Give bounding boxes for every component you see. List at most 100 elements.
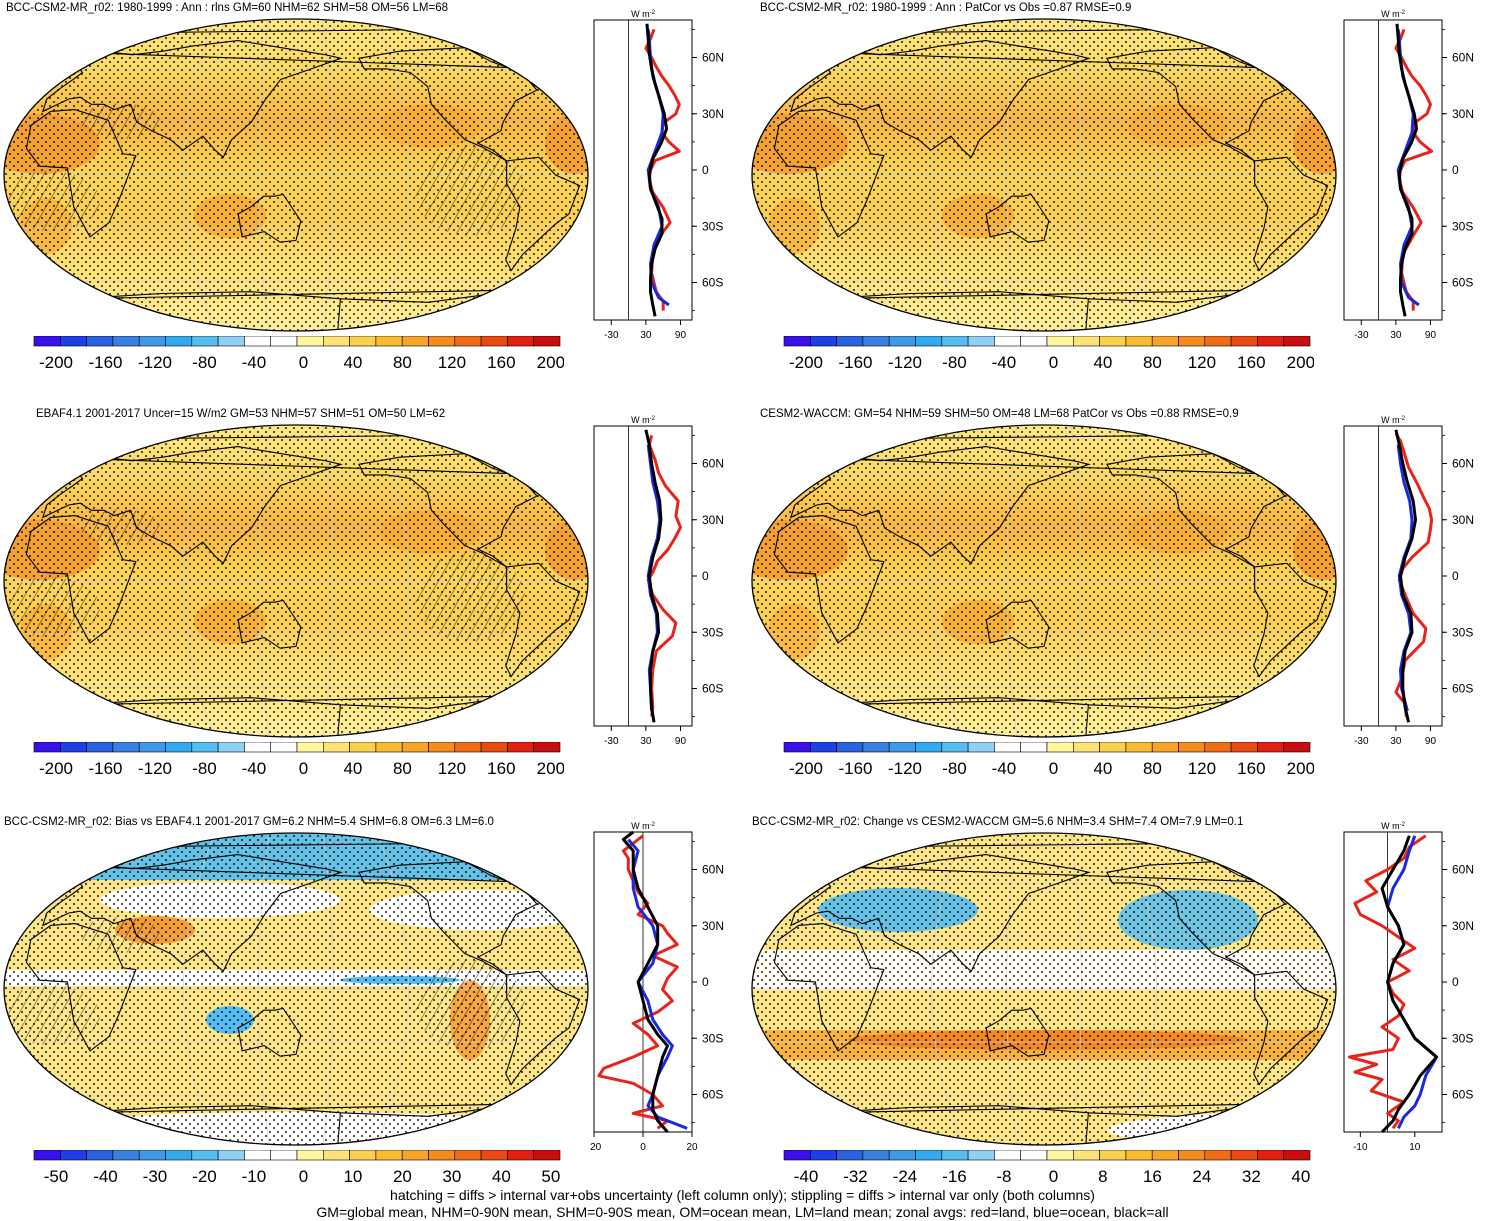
zonal-lat-label: 0 (702, 569, 709, 583)
colorbar-tick-label: 40 (1093, 353, 1112, 372)
zonal-x-tick-label: 90 (675, 330, 687, 341)
colorbar-tick-label: 8 (1098, 1167, 1107, 1186)
colorbar-tick-label: -120 (138, 759, 172, 778)
map (751, 832, 1337, 1146)
colorbar-tick-label: -40 (992, 353, 1017, 372)
colorbar-tick-label: -80 (942, 353, 967, 372)
zonal-lat-label: 30N (1452, 107, 1474, 121)
colorbar: -50 -40 -30 -20 -10 0 10 20 30 40 50 (33, 1150, 560, 1186)
zonal-x-tick-label: 30 (640, 330, 652, 341)
colorbar-tick-label: -40 (992, 759, 1017, 778)
colorbar-tick-label: 0 (1049, 1167, 1058, 1186)
zonal-series-all (621, 830, 669, 1133)
colorbar-tick-label: 160 (487, 353, 515, 372)
zonal-lat-label: 30S (702, 625, 723, 639)
colorbar-tick-label: -20 (192, 1167, 217, 1186)
colorbar: -200 -160 -120 -80 -40 0 40 80 120 160 200 (33, 742, 564, 778)
zonal-series-all (1394, 429, 1417, 723)
colorbar-tick-label: 0 (299, 1167, 308, 1186)
zonal-series-all (1380, 835, 1439, 1134)
zonal-mean-plot: W m-2 60N 30N 0 30S 60S -10 10 (1343, 821, 1474, 1153)
colorbar: -200 -160 -120 -80 -40 0 40 80 120 160 200 (783, 336, 1314, 372)
panel-title: EBAF4.1 2001-2017 Uncer=15 W/m2 GM=53 NH… (36, 408, 446, 420)
colorbar-tick-label: 0 (1049, 353, 1058, 372)
colorbar-tick-label: -120 (888, 353, 922, 372)
colorbar-tick-label: 120 (1188, 759, 1216, 778)
zonal-lat-label: 60S (1452, 276, 1473, 290)
colorbar-tick-label: -160 (838, 353, 872, 372)
colorbar-tick-label: 160 (487, 759, 515, 778)
zonal-lat-label: 0 (702, 975, 709, 989)
zonal-lat-label: 60S (1452, 1088, 1473, 1102)
zonal-lat-label: 30S (1452, 625, 1473, 639)
colorbar-tick-label: -16 (942, 1167, 967, 1186)
zonal-lat-label: 0 (1452, 975, 1459, 989)
zonal-lat-label: 30N (702, 919, 724, 933)
panel-title: BCC-CSM2-MR_r02: 1980-1999 : Ann : PatCo… (760, 2, 1132, 14)
colorbar-tick-label: 200 (537, 759, 564, 778)
zonal-x-tick-label: -20 (590, 1142, 602, 1153)
colorbar-tick-label: -160 (838, 759, 872, 778)
colorbar-tick-label: -40 (93, 1167, 118, 1186)
colorbar-tick-label: 120 (438, 353, 466, 372)
zonal-lat-label: 30S (1452, 1031, 1473, 1045)
colorbar-tick-label: 120 (438, 759, 466, 778)
zonal-lat-label: 30S (702, 1031, 723, 1045)
colorbar-tick-label: -120 (138, 353, 172, 372)
colorbar-tick-label: 0 (299, 759, 308, 778)
panel-title: BCC-CSM2-MR_r02: 1980-1999 : Ann : rlns … (6, 2, 448, 14)
colorbar-tick-label: -200 (39, 759, 73, 778)
zonal-lat-label: 0 (702, 163, 709, 177)
colorbar-tick-label: -200 (789, 353, 823, 372)
zonal-lat-label: 30S (1452, 219, 1473, 233)
zonal-lat-label: 30N (702, 107, 724, 121)
colorbar-tick-label: 20 (393, 1167, 412, 1186)
zonal-series-land (646, 435, 682, 717)
zonal-units: W m-2 (631, 9, 655, 19)
colorbar-tick-label: 160 (1237, 353, 1265, 372)
zonal-lat-label: 60N (702, 863, 724, 877)
colorbar-tick-label: 80 (1143, 353, 1162, 372)
zonal-lat-label: 30N (1452, 513, 1474, 527)
colorbar-tick-label: 40 (1291, 1167, 1310, 1186)
zonal-x-tick-label: 90 (675, 736, 687, 747)
zonal-lat-label: 60S (702, 276, 723, 290)
zonal-lat-label: 60N (1452, 863, 1474, 877)
map (3, 424, 589, 738)
colorbar: -200 -160 -120 -80 -40 0 40 80 120 160 200 (783, 742, 1314, 778)
zonal-units: W m-2 (631, 821, 655, 831)
zonal-lat-label: 30S (702, 219, 723, 233)
zonal-x-tick-label: -10 (1353, 1142, 1368, 1153)
footer-note-hatching: hatching = diffs > internal var+obs unce… (390, 1187, 1095, 1203)
colorbar-tick-label: -40 (242, 759, 267, 778)
map (3, 18, 589, 332)
colorbar-tick-label: 200 (1287, 353, 1314, 372)
colorbar-tick-label: 24 (1192, 1167, 1211, 1186)
zonal-x-tick-label: -30 (1354, 736, 1369, 747)
panel-title: CESM2-WACCM: GM=54 NHM=59 SHM=50 OM=48 L… (760, 408, 1239, 420)
colorbar-tick-label: 10 (343, 1167, 362, 1186)
zonal-lat-label: 60S (702, 682, 723, 696)
colorbar-tick-label: 160 (1237, 759, 1265, 778)
zonal-x-tick-label: 90 (1425, 736, 1437, 747)
map (751, 18, 1337, 332)
zonal-lat-label: 30N (1452, 919, 1474, 933)
zonal-mean-plot: W m-2 60N 30N 0 30S 60S -30 30 90 (1343, 415, 1474, 747)
zonal-x-tick-label: 0 (640, 1142, 646, 1153)
colorbar-tick-label: -8 (996, 1167, 1011, 1186)
zonal-x-tick-label: -30 (604, 330, 619, 341)
zonal-x-tick-label: 90 (1425, 330, 1437, 341)
zonal-lat-label: 60N (702, 457, 724, 471)
zonal-units: W m-2 (1381, 821, 1405, 831)
colorbar-tick-label: -32 (843, 1167, 868, 1186)
zonal-x-tick-label: 30 (1390, 330, 1402, 341)
colorbar-tick-label: -80 (192, 759, 217, 778)
colorbar-tick-label: 120 (1188, 353, 1216, 372)
zonal-lat-label: 30N (702, 513, 724, 527)
colorbar-tick-label: -50 (44, 1167, 69, 1186)
colorbar-tick-label: -30 (143, 1167, 168, 1186)
zonal-series-ocean (1386, 835, 1439, 1129)
zonal-units: W m-2 (631, 415, 655, 425)
zonal-lat-label: 60S (1452, 682, 1473, 696)
map (751, 424, 1337, 738)
